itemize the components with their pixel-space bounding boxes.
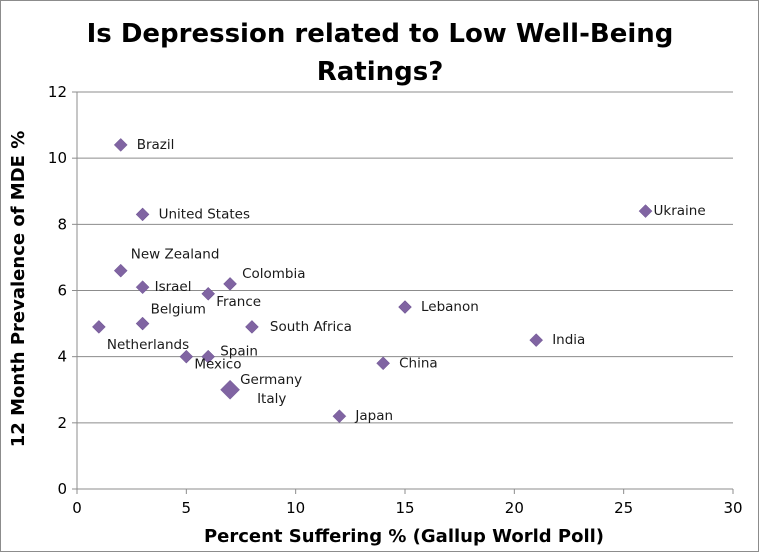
data-point — [113, 263, 128, 278]
point-label: Lebanon — [421, 299, 479, 315]
point-label: Colombia — [242, 266, 305, 282]
data-point — [398, 300, 412, 314]
point-label: India — [552, 332, 585, 348]
data-point — [201, 286, 216, 301]
y-tick-label: 8 — [57, 215, 67, 233]
point-label: Japan — [354, 408, 393, 424]
x-tick-label: 25 — [614, 499, 633, 517]
chart-title-line-1: Is Depression related to Low Well-Being — [87, 19, 674, 49]
data-point — [179, 349, 194, 364]
point-label: Mexico — [194, 357, 241, 373]
point-label: United States — [159, 206, 250, 222]
y-tick-label: 10 — [48, 149, 67, 167]
data-point — [223, 277, 237, 291]
axes — [72, 91, 734, 494]
tick-labels: 0 2 4 6 8 10 12 0 5 10 15 20 25 30 — [48, 83, 743, 517]
data-point — [113, 138, 128, 152]
point-label: Netherlands — [107, 337, 189, 353]
y-tick-label: 6 — [57, 282, 67, 300]
chart-title-line-2: Ratings? — [317, 57, 444, 87]
x-axis-title: Percent Suffering % (Gallup World Poll) — [204, 526, 604, 547]
point-label: South Africa — [270, 319, 352, 335]
point-label: Spain — [220, 344, 258, 360]
point-label: Brazil — [137, 137, 175, 153]
data-point — [201, 349, 216, 364]
y-tick-label: 2 — [57, 414, 67, 432]
data-point — [92, 320, 106, 334]
data-points — [92, 138, 653, 424]
x-tick-label: 0 — [72, 499, 82, 517]
y-axis-title: 12 Month Prevalence of MDE % — [8, 131, 29, 448]
point-label: Belgium — [151, 302, 206, 318]
x-tick-label: 30 — [723, 499, 742, 517]
point-label: New Zealand — [131, 247, 220, 263]
data-point — [220, 379, 240, 400]
data-point — [245, 320, 259, 334]
x-tick-label: 20 — [505, 499, 524, 517]
point-label: France — [216, 294, 261, 310]
y-tick-label: 4 — [57, 348, 67, 366]
y-tick-label: 0 — [57, 480, 67, 498]
data-point — [638, 204, 653, 218]
point-label: Ukraine — [654, 203, 706, 219]
x-tick-label: 5 — [182, 499, 192, 517]
data-point — [135, 207, 150, 222]
point-label: Germany — [240, 372, 302, 388]
y-tick-label: 12 — [48, 83, 67, 101]
x-tick-label: 10 — [286, 499, 305, 517]
x-tick-label: 15 — [395, 499, 414, 517]
data-point — [332, 409, 347, 424]
point-label: Italy — [257, 391, 286, 407]
point-label: Israel — [155, 279, 192, 295]
point-label: China — [399, 355, 438, 371]
data-point — [529, 333, 544, 347]
data-point — [135, 316, 150, 331]
data-point — [135, 280, 150, 295]
point-labels: Brazil United States Ukraine New Zealand Isr… — [107, 137, 706, 424]
data-point — [376, 356, 390, 371]
